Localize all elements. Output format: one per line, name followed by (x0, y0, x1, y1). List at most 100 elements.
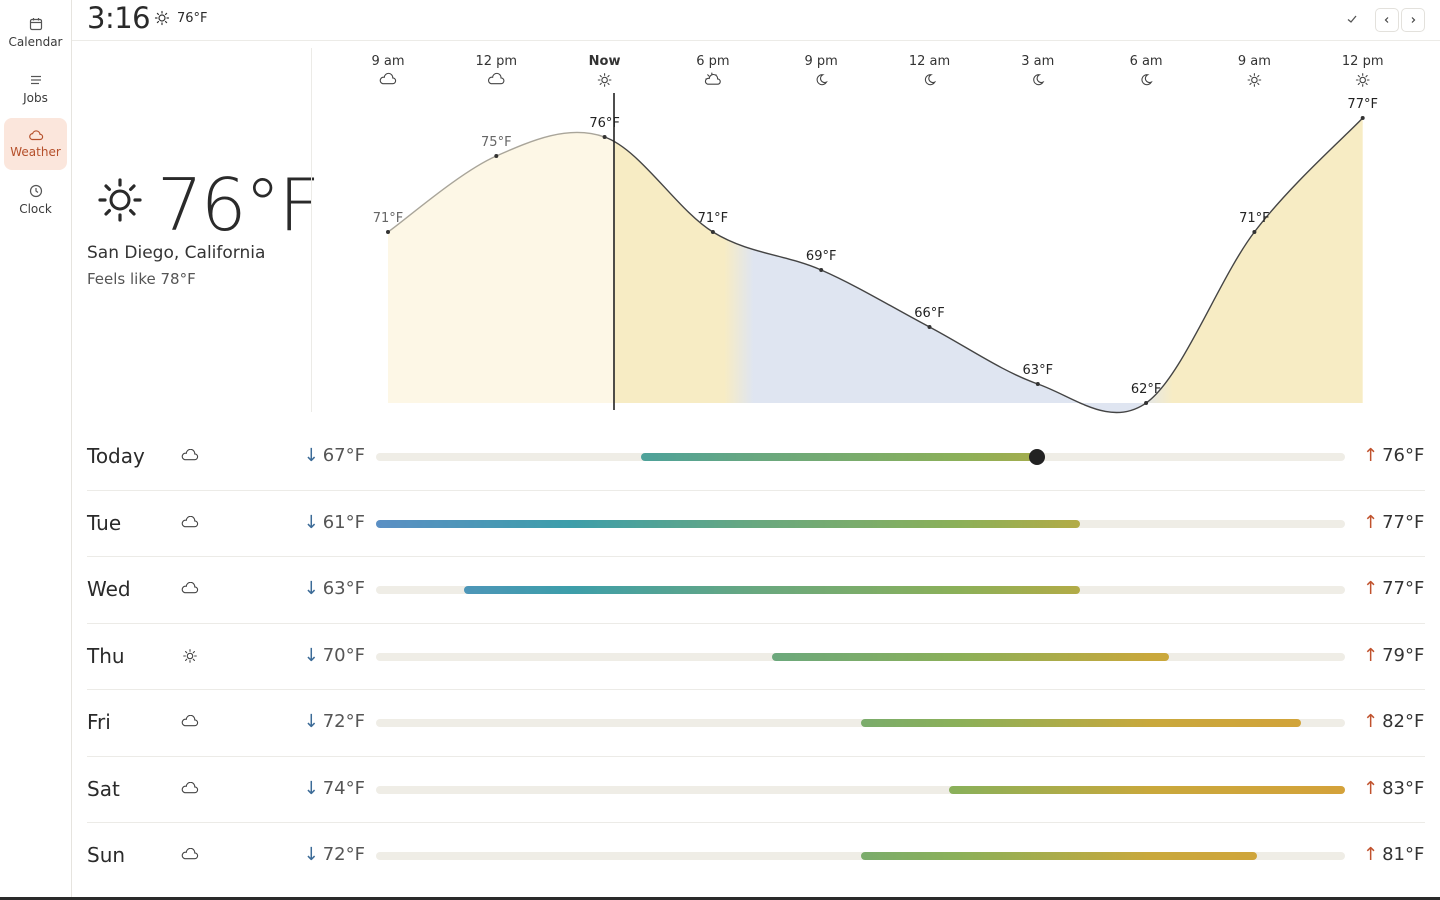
temperature-label: 66°F (914, 306, 945, 321)
hour-label: 12 am (909, 54, 950, 69)
day-row[interactable]: Today ↓ 67°F ↑ 76°F (87, 424, 1425, 491)
arrow-up-icon: ↑ (1363, 578, 1379, 599)
hour-label: Now (589, 54, 621, 69)
current-temp-marker (1028, 449, 1045, 465)
arrow-down-icon: ↓ (303, 644, 319, 666)
day-row[interactable]: Fri ↓ 72°F ↑ 82°F (87, 690, 1425, 757)
hour-label: 12 pm (476, 54, 518, 69)
hour-label: 9 am (371, 54, 404, 69)
high-temp: ↑ 79°F (1363, 644, 1425, 666)
hour-label: 6 am (1130, 54, 1163, 69)
temperature-point (819, 268, 824, 272)
high-temp: ↑ 77°F (1363, 578, 1425, 599)
arrow-up-icon: ↑ (1363, 777, 1379, 799)
temperature-line (604, 117, 1364, 414)
hour-label: 9 pm (805, 54, 838, 69)
high-temp: ↑ 77°F (1363, 511, 1425, 533)
temperature-range-bar (376, 852, 1345, 860)
moon-icon (924, 74, 937, 86)
cloud-icon (181, 449, 199, 463)
temperature-range-fill (772, 652, 1169, 661)
temperature-range-fill (376, 519, 1081, 528)
temperature-label: 71°F (1239, 211, 1270, 226)
cloud-icon (181, 848, 199, 862)
temperature-area (388, 118, 1363, 413)
arrow-up-icon: ↑ (1363, 844, 1379, 865)
sidebar-item-clock[interactable]: Clock (4, 174, 67, 226)
current-time: 3:16 (87, 1, 151, 35)
sidebar-item-label: Calendar (8, 35, 63, 49)
temperature-label: 76°F (589, 116, 620, 131)
temperature-point (1035, 382, 1040, 386)
day-name: Fri (87, 710, 111, 734)
day-name: Thu (87, 643, 125, 668)
cloud-icon (379, 72, 397, 85)
hour-label: 6 pm (696, 54, 729, 69)
temperature-range-bar (376, 652, 1345, 661)
chevron-left-icon (1383, 16, 1391, 24)
hour-label: 3 am (1021, 54, 1054, 69)
sun-icon (154, 10, 170, 26)
sun-icon (1247, 73, 1262, 87)
day-name: Sat (87, 776, 120, 801)
previous-button[interactable] (1375, 8, 1399, 32)
temperature-label: 77°F (1347, 97, 1378, 112)
day-row[interactable]: Sat ↓ 74°F ↑ 83°F (87, 757, 1425, 823)
sidebar-item-jobs[interactable]: Jobs (4, 63, 67, 115)
location-name: San Diego, California (87, 243, 266, 263)
calendar-icon (29, 17, 43, 31)
check-icon (1346, 13, 1358, 25)
header-temp: 76°F (177, 10, 208, 26)
day-name: Wed (87, 577, 131, 601)
next-button[interactable] (1401, 8, 1425, 32)
temperature-range-bar (376, 785, 1345, 794)
day-row[interactable]: Thu ↓ 70°F ↑ 79°F (87, 624, 1425, 690)
cloud-icon (181, 781, 199, 796)
temperature-point (927, 325, 932, 329)
sidebar: Calendar Jobs Weather Clock (0, 0, 72, 900)
temperature-range-fill (860, 719, 1302, 727)
day-row[interactable]: Sun ↓ 72°F ↑ 81°F (87, 823, 1425, 889)
hour-label: 12 pm (1342, 54, 1384, 69)
cloud-icon (28, 129, 44, 141)
cloud-icon (181, 715, 199, 729)
sun-icon (181, 648, 199, 663)
arrow-down-icon: ↓ (303, 844, 319, 865)
temperature-range-fill (948, 785, 1345, 794)
moon-icon (1141, 74, 1153, 86)
arrow-down-icon: ↓ (303, 711, 319, 732)
arrow-up-icon: ↑ (1363, 711, 1379, 732)
temperature-label: 71°F (698, 211, 729, 226)
sidebar-item-label: Jobs (23, 91, 48, 105)
arrow-down-icon: ↓ (303, 777, 319, 799)
temperature-point (386, 230, 390, 234)
temperature-point (1144, 401, 1149, 405)
temperature-point (710, 230, 715, 234)
high-temp: ↑ 76°F (1363, 445, 1425, 466)
moon-icon (1033, 74, 1045, 86)
confirm-button[interactable] (1341, 8, 1363, 30)
day-row[interactable]: Tue ↓ 61°F ↑ 77°F (87, 491, 1425, 557)
temperature-range-fill (860, 852, 1257, 860)
sun-icon (1355, 73, 1370, 87)
sun-icon (94, 174, 146, 226)
daily-forecast: Today ↓ 67°F ↑ 76°F Tue ↓ 61°F ↑ 77°F Wed ↓ 6… (87, 424, 1425, 889)
high-temp: ↑ 83°F (1363, 777, 1425, 799)
top-bar: 3:16 76°F (72, 0, 1440, 41)
temperature-label: 75°F (481, 135, 512, 150)
low-temp: ↓ 63°F (303, 578, 365, 599)
temperature-point (1360, 116, 1365, 120)
cloud-icon (488, 72, 505, 85)
temperature-label: 62°F (1131, 382, 1162, 397)
day-row[interactable]: Wed ↓ 63°F ↑ 77°F (87, 557, 1425, 624)
feels-like: Feels like 78°F (87, 270, 196, 288)
low-temp: ↓ 61°F (303, 511, 365, 533)
sidebar-item-weather[interactable]: Weather (4, 118, 67, 170)
day-name: Today (87, 444, 145, 468)
sidebar-item-calendar[interactable]: Calendar (4, 7, 67, 59)
temperature-range-fill (640, 453, 1037, 461)
hour-label: 9 am (1238, 54, 1271, 69)
current-temperature: 76°F (157, 163, 320, 247)
divider (311, 48, 312, 412)
temperature-point (602, 135, 607, 139)
